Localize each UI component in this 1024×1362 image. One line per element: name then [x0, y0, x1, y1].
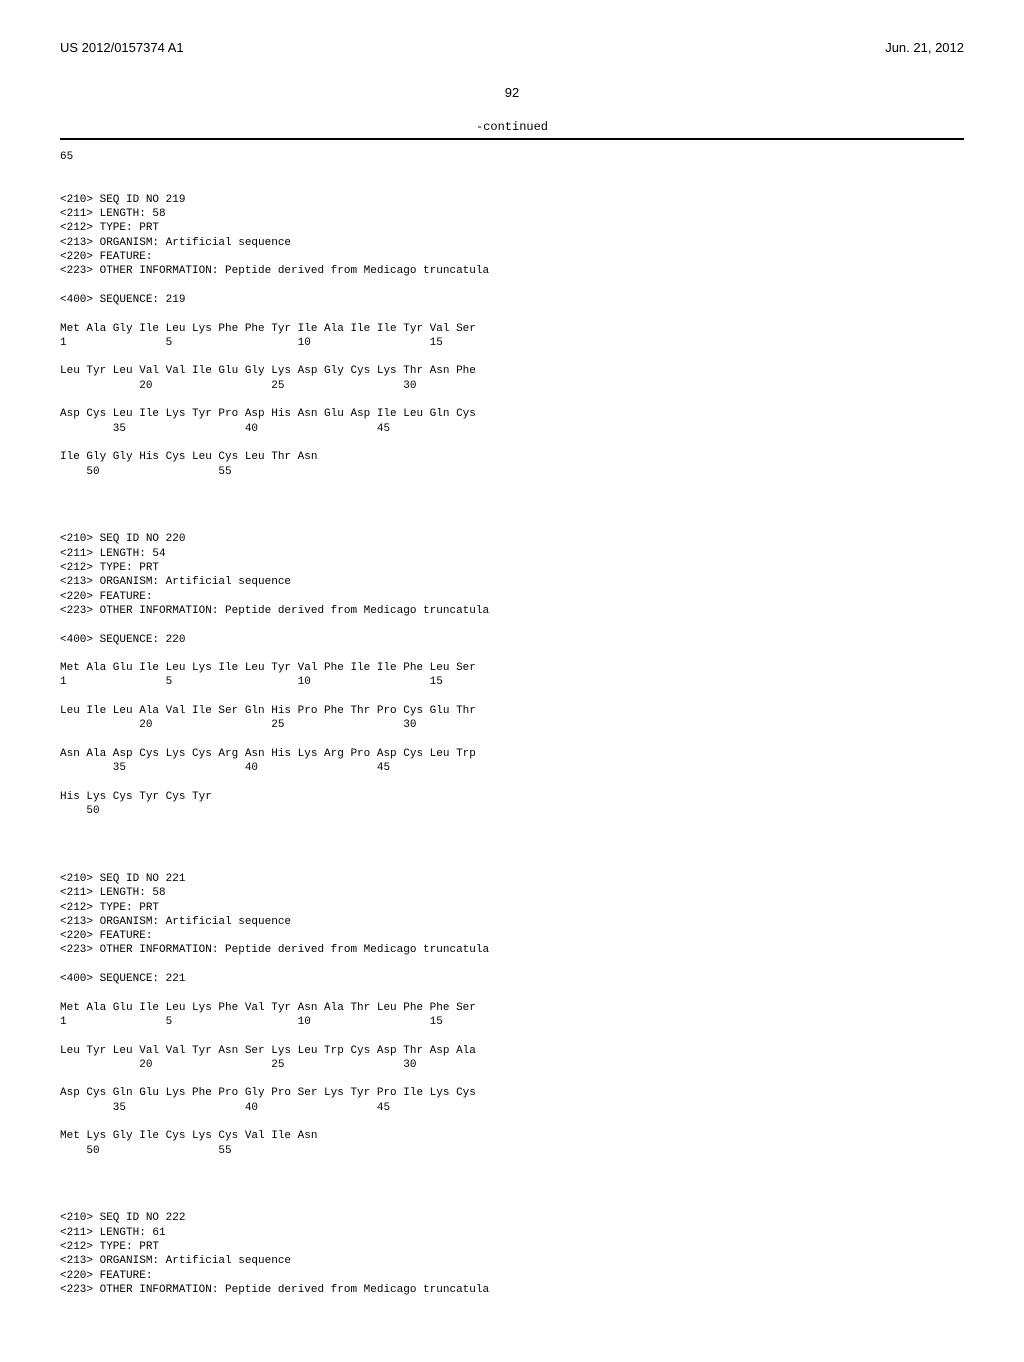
sequence-block: <210> SEQ ID NO 219 <211> LENGTH: 58 <21… [60, 164, 964, 479]
sequence-listing-container: <210> SEQ ID NO 219 <211> LENGTH: 58 <21… [60, 164, 964, 1297]
publication-date: Jun. 21, 2012 [885, 40, 964, 55]
sequence-block: <210> SEQ ID NO 221 <211> LENGTH: 58 <21… [60, 843, 964, 1158]
continued-label: -continued [60, 120, 964, 134]
sequence-block: <210> SEQ ID NO 222 <211> LENGTH: 61 <21… [60, 1183, 964, 1297]
sequence-block: <210> SEQ ID NO 220 <211> LENGTH: 54 <21… [60, 504, 964, 819]
trailing-number: 65 [60, 150, 964, 164]
page-number: 92 [60, 85, 964, 100]
document-header: US 2012/0157374 A1 Jun. 21, 2012 [60, 40, 964, 55]
publication-number: US 2012/0157374 A1 [60, 40, 184, 55]
horizontal-rule [60, 138, 964, 140]
